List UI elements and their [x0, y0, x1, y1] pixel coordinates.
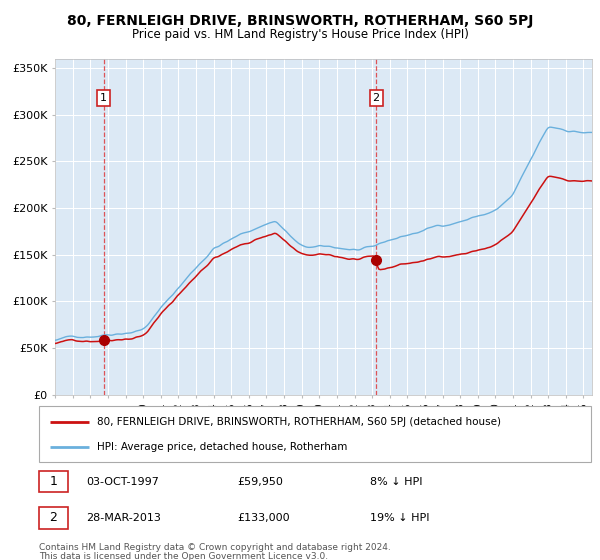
FancyBboxPatch shape	[39, 507, 68, 529]
Text: HPI: Average price, detached house, Rotherham: HPI: Average price, detached house, Roth…	[97, 442, 347, 452]
Text: 1: 1	[100, 93, 107, 103]
Text: 28-MAR-2013: 28-MAR-2013	[86, 513, 161, 523]
Text: £59,950: £59,950	[238, 477, 284, 487]
Text: Price paid vs. HM Land Registry's House Price Index (HPI): Price paid vs. HM Land Registry's House …	[131, 28, 469, 41]
Text: This data is licensed under the Open Government Licence v3.0.: This data is licensed under the Open Gov…	[39, 552, 328, 560]
FancyBboxPatch shape	[39, 470, 68, 492]
FancyBboxPatch shape	[39, 406, 591, 462]
Text: 19% ↓ HPI: 19% ↓ HPI	[370, 513, 430, 523]
Text: 03-OCT-1997: 03-OCT-1997	[86, 477, 159, 487]
Text: 1: 1	[49, 475, 57, 488]
Text: 2: 2	[49, 511, 57, 525]
Text: 80, FERNLEIGH DRIVE, BRINSWORTH, ROTHERHAM, S60 5PJ (detached house): 80, FERNLEIGH DRIVE, BRINSWORTH, ROTHERH…	[97, 417, 501, 427]
Text: 80, FERNLEIGH DRIVE, BRINSWORTH, ROTHERHAM, S60 5PJ: 80, FERNLEIGH DRIVE, BRINSWORTH, ROTHERH…	[67, 14, 533, 28]
Text: 2: 2	[373, 93, 380, 103]
Text: £133,000: £133,000	[238, 513, 290, 523]
Text: 8% ↓ HPI: 8% ↓ HPI	[370, 477, 423, 487]
Text: Contains HM Land Registry data © Crown copyright and database right 2024.: Contains HM Land Registry data © Crown c…	[39, 543, 391, 552]
